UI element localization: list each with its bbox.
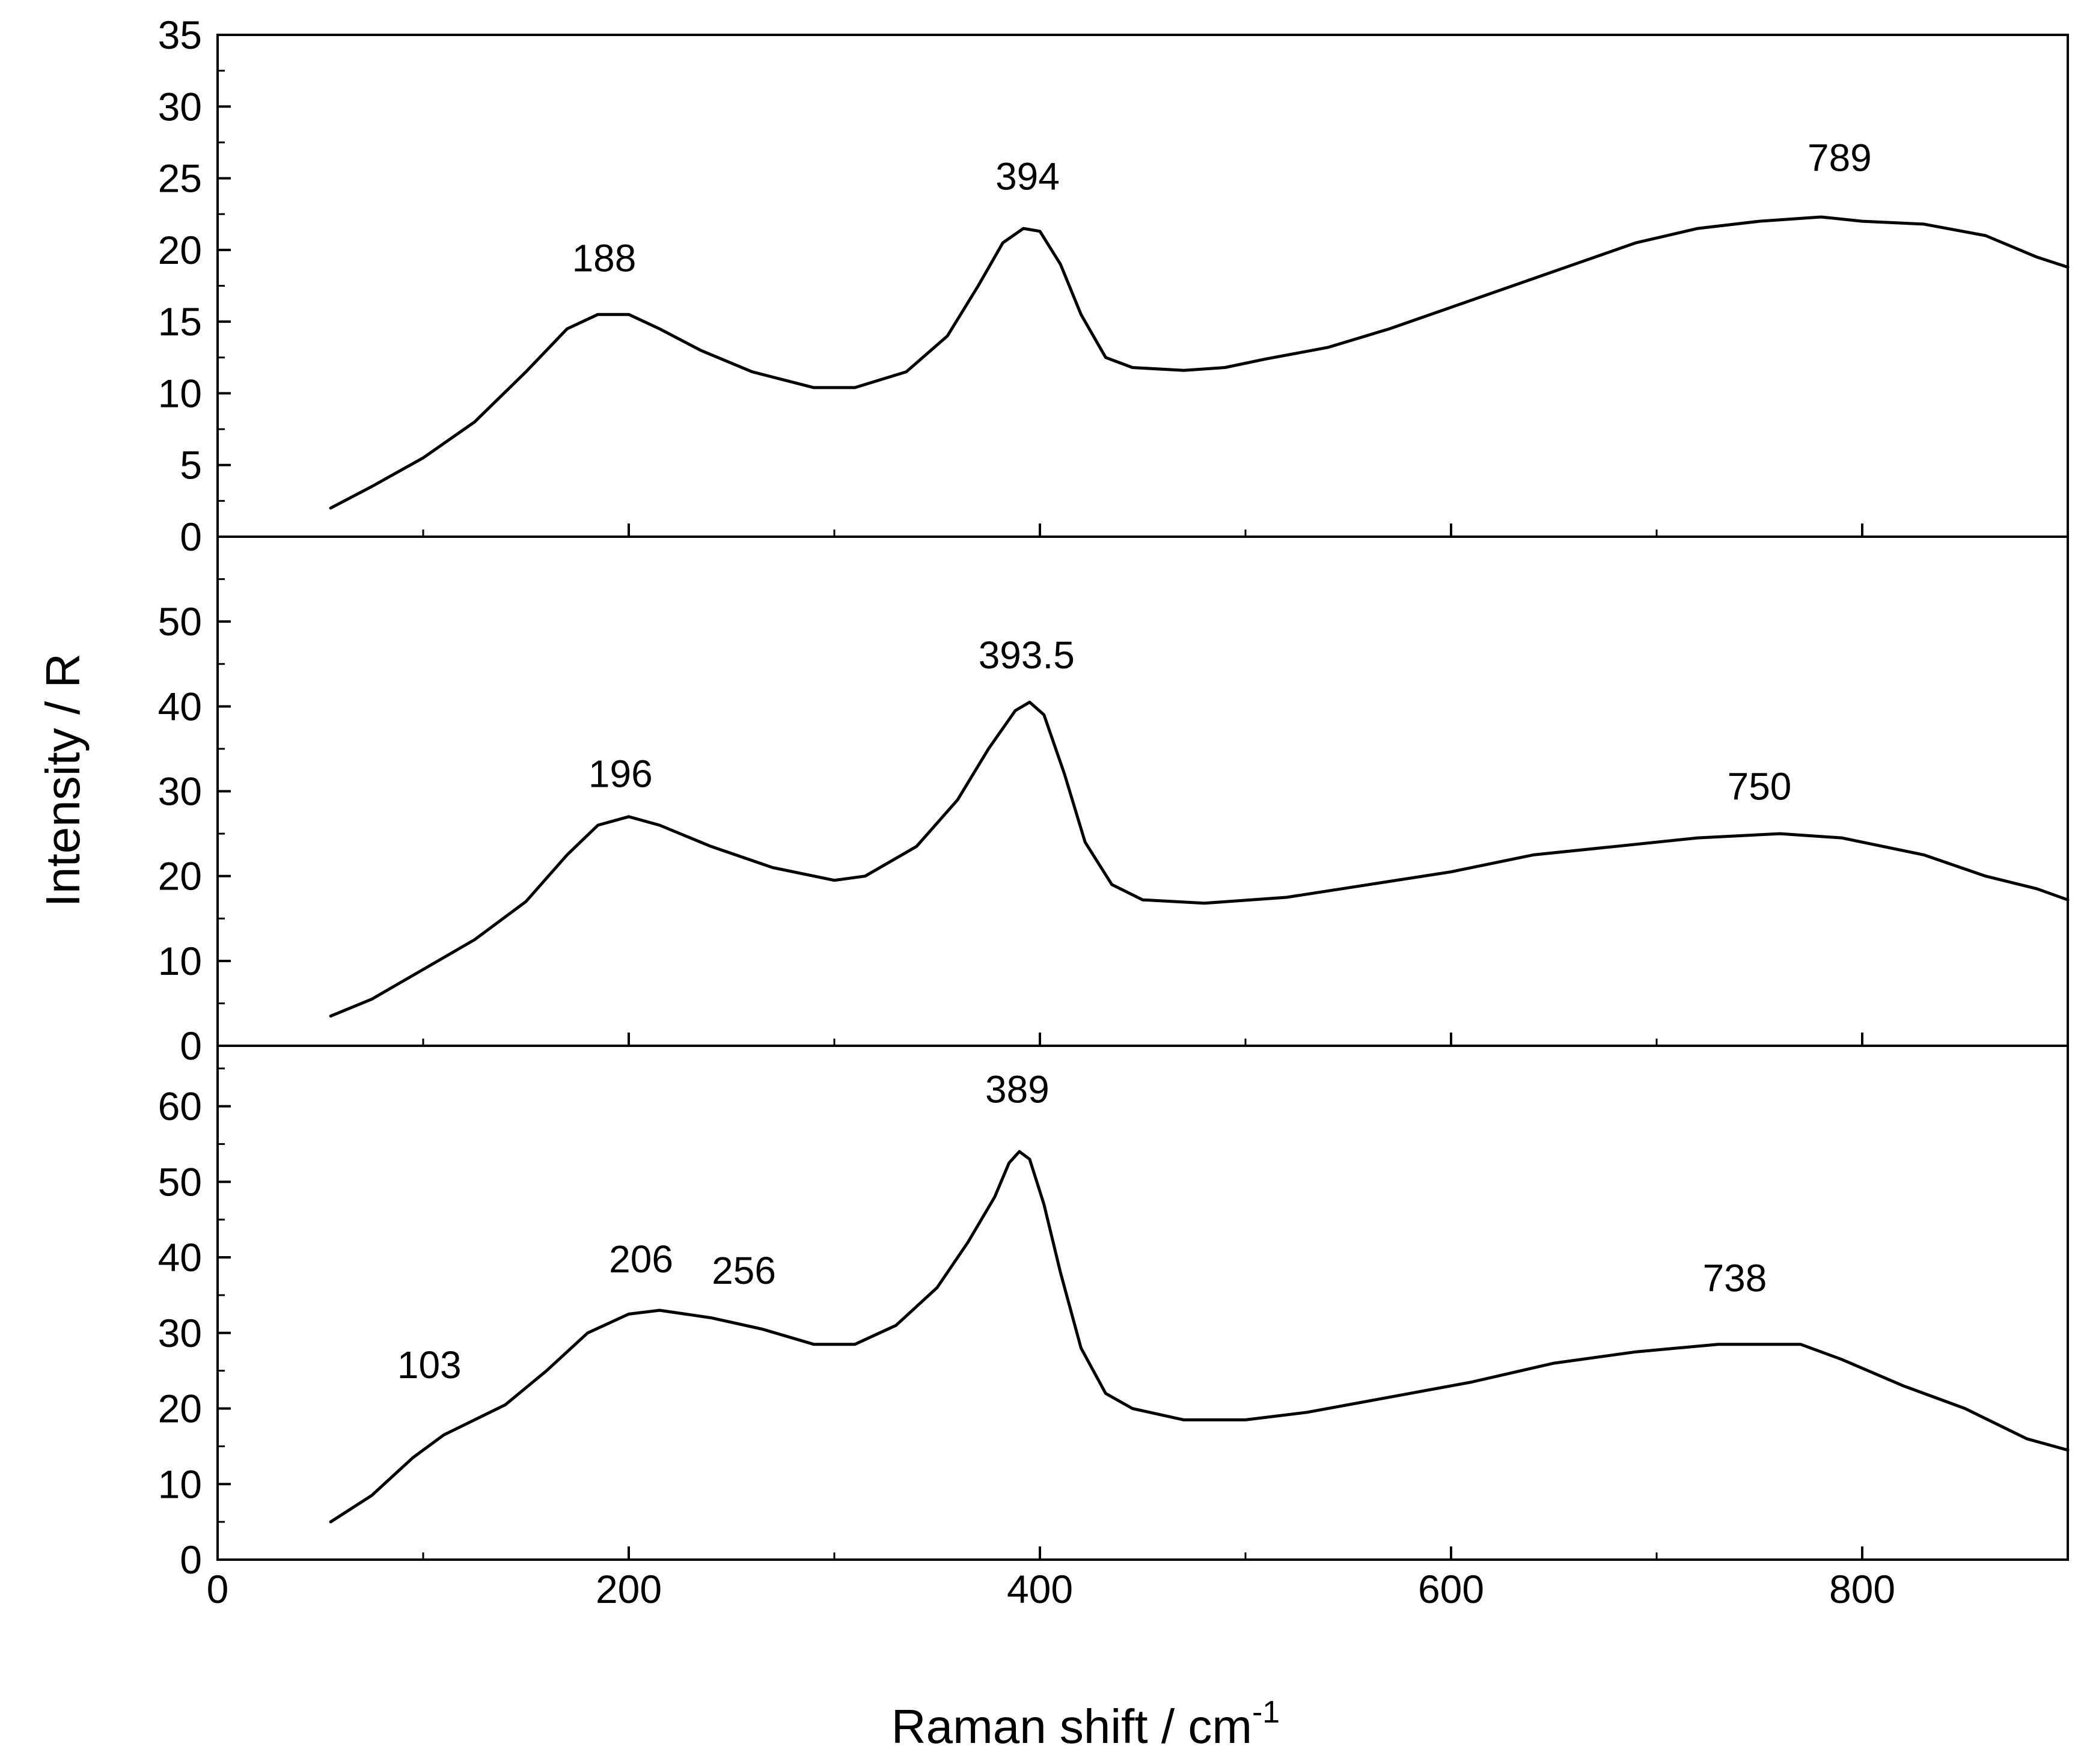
panel-bottom-peak-label: 206 (609, 1238, 673, 1281)
panel-middle-peak-label: 750 (1728, 765, 1792, 808)
panel-bottom-peak-label: 738 (1703, 1257, 1767, 1300)
panel-bottom-peak-label: 256 (712, 1249, 776, 1292)
panel-top-spectrum-line (329, 215, 2070, 510)
panel-bottom-y-tick-label: 0 (180, 1537, 202, 1582)
panel-top: 0 5 10 15 20 25 30 35 188 394 789 (158, 13, 2070, 559)
x-tick-label: 600 (1418, 1567, 1484, 1611)
panel-middle-y-tick-label: 0 (180, 1024, 202, 1068)
panel-bottom-y-tick-label: 40 (158, 1235, 202, 1280)
panel-bottom-peak-label: 103 (397, 1343, 462, 1387)
panel-middle-y-tick-label: 20 (158, 854, 202, 899)
x-tick-label: 0 (207, 1567, 229, 1611)
panel-bottom-frame (216, 1045, 2069, 1561)
x-tick-label: 400 (1007, 1567, 1073, 1611)
panel-middle-y-tick-label: 30 (158, 769, 202, 814)
panel-bottom-spectrum-line (329, 1150, 2070, 1524)
panel-middle-y-tick-label: 10 (158, 939, 202, 983)
x-tick-label: 200 (596, 1567, 662, 1611)
panel-top-y-tick-label: 15 (158, 299, 202, 344)
panel-top-y-tick-label: 20 (158, 228, 202, 272)
y-axis-title: Intensity / R (36, 653, 90, 907)
panel-top-y-tick-label: 0 (180, 514, 202, 559)
panel-top-peak-label: 394 (995, 155, 1060, 198)
panel-bottom-y-tick-label: 20 (158, 1387, 202, 1431)
panel-middle-peak-label: 393.5 (979, 633, 1075, 677)
panel-top-y-tick-label: 35 (158, 13, 202, 57)
panel-top-peak-label: 789 (1808, 136, 1872, 180)
panel-top-y-tick-label: 25 (158, 156, 202, 201)
x-axis-title-superscript: -1 (1252, 1695, 1280, 1730)
panel-bottom-peak-label: 389 (985, 1067, 1050, 1111)
panel-bottom-y-tick-label: 50 (158, 1159, 202, 1204)
panel-middle-peak-label: 196 (588, 752, 653, 795)
panel-middle-spectrum-line (329, 700, 2070, 1018)
panel-top-y-tick-label: 30 (158, 84, 202, 129)
x-tick-label: 800 (1829, 1567, 1895, 1611)
panel-bottom: 0 10 20 30 40 50 60 103 206 256 389 738 (158, 1045, 2070, 1582)
panel-middle-y-tick-label: 50 (158, 599, 202, 644)
panel-top-peak-label: 188 (572, 237, 637, 280)
panel-middle-y-tick-label: 40 (158, 684, 202, 728)
panel-top-y-tick-label: 10 (158, 371, 202, 415)
x-axis-title: Raman shift / cm-1 (891, 1695, 1280, 1753)
panel-bottom-y-tick-label: 30 (158, 1311, 202, 1355)
panels: 0 5 10 15 20 25 30 35 188 394 789 0 10 20 30 40 50 196 393… (158, 13, 2070, 1611)
panel-top-frame (216, 34, 2069, 538)
panel-bottom-y-tick-label: 10 (158, 1462, 202, 1506)
panel-middle: 0 10 20 30 40 50 196 393.5 750 (158, 536, 2070, 1068)
panel-bottom-y-tick-label: 60 (158, 1084, 202, 1129)
panel-top-y-tick-label: 5 (180, 443, 202, 487)
